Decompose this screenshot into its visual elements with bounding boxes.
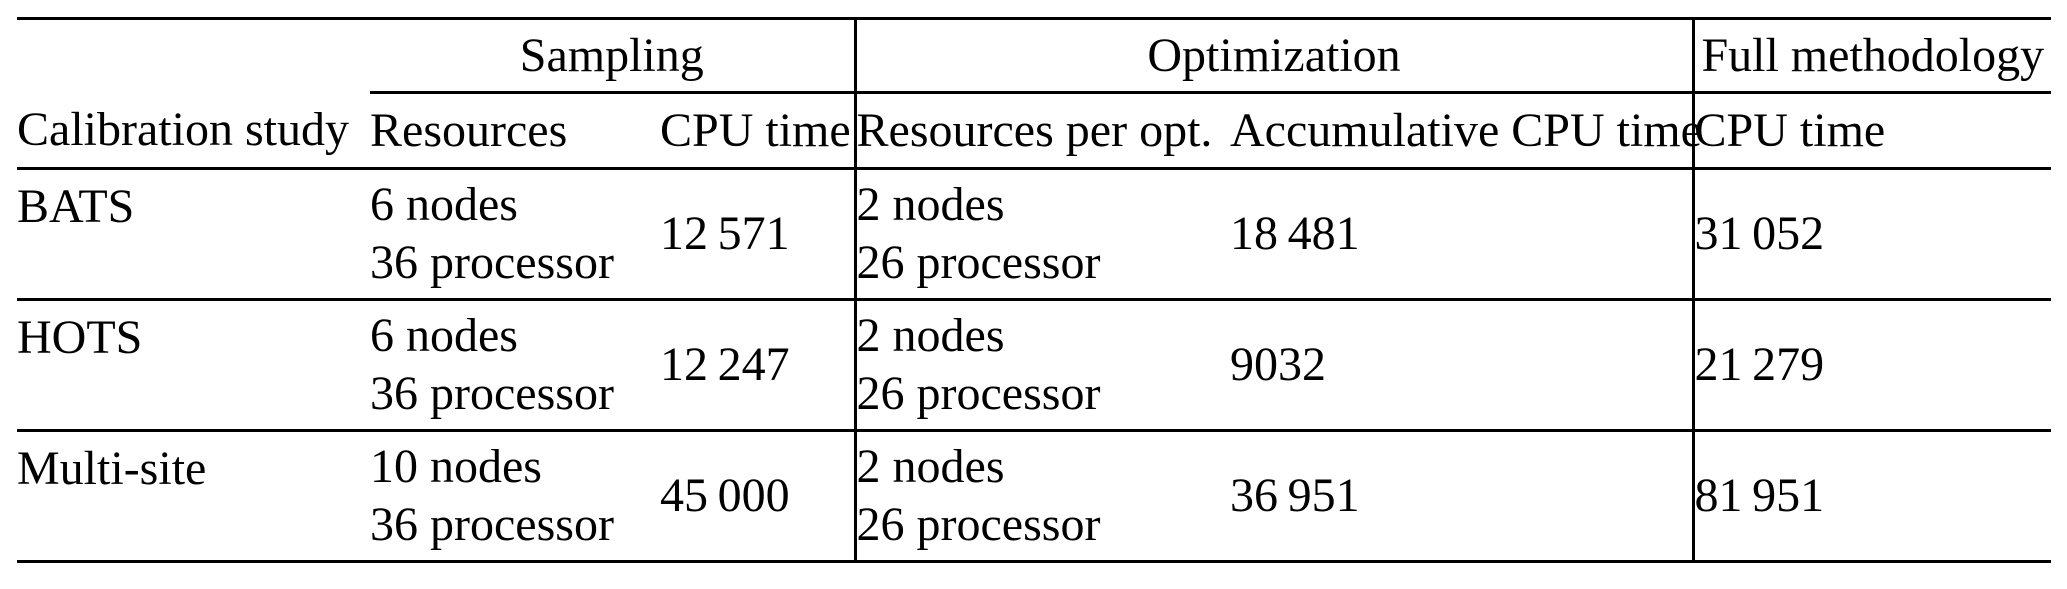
column-header-calibration-study: Calibration study (17, 92, 370, 170)
opt-resources-processors: 26 processor (856, 367, 1101, 420)
sampling-resources-cell: 6 nodes 36 processor (370, 299, 660, 432)
table-row-bats: BATS 6 nodes 36 processor 12 571 2 nodes… (17, 168, 2052, 301)
full-cpu-time-value: 31 052 (1693, 168, 2052, 301)
full-cpu-time-value: 21 279 (1693, 299, 2052, 432)
study-name: HOTS (17, 299, 370, 432)
table-row-multi-site: Multi-site 10 nodes 36 processor 45 000 … (17, 430, 2052, 563)
column-header-sampling-cpu-time: CPU time (660, 92, 857, 170)
sampling-resources-cell: 10 nodes 36 processor (370, 430, 660, 563)
sampling-cpu-time-value: 12 247 (660, 299, 857, 432)
study-name: Multi-site (17, 430, 370, 563)
column-group-sampling: Sampling (370, 18, 857, 94)
opt-cpu-time-value: 9032 (1230, 299, 1695, 432)
sampling-resources-nodes: 6 nodes (370, 309, 518, 362)
opt-resources-nodes: 2 nodes (856, 309, 1005, 362)
group-spacer-cell (17, 19, 370, 93)
sampling-resources-nodes: 10 nodes (370, 440, 542, 493)
column-header-sampling-resources: Resources (370, 92, 660, 170)
table-row-hots: HOTS 6 nodes 36 processor 12 247 2 nodes… (17, 299, 2052, 432)
opt-resources-nodes: 2 nodes (856, 440, 1005, 493)
opt-resources-cell: 2 nodes 26 processor (855, 299, 1231, 432)
column-group-row: Sampling Optimization Full methodology (17, 18, 2052, 94)
study-name: BATS (17, 168, 370, 301)
sampling-resources-nodes: 6 nodes (370, 178, 518, 231)
calibration-cost-table: Sampling Optimization Full methodology C… (17, 17, 2052, 563)
full-cpu-time-value: 81 951 (1693, 430, 2052, 563)
opt-resources-cell: 2 nodes 26 processor (855, 430, 1231, 563)
sampling-resources-cell: 6 nodes 36 processor (370, 168, 660, 301)
opt-cpu-time-value: 36 951 (1230, 430, 1695, 563)
column-group-full-methodology: Full methodology (1693, 18, 2052, 94)
column-header-opt-resources: Resources per opt. (855, 92, 1231, 170)
sampling-resources-processors: 36 processor (370, 367, 614, 420)
opt-resources-nodes: 2 nodes (856, 178, 1005, 231)
column-header-opt-cpu-time: Accumulative CPU time (1230, 92, 1702, 170)
sampling-resources-processors: 36 processor (370, 498, 614, 551)
sampling-cpu-time-value: 12 571 (660, 168, 857, 301)
opt-resources-cell: 2 nodes 26 processor (855, 168, 1231, 301)
paper-table-figure: Sampling Optimization Full methodology C… (17, 17, 2052, 563)
opt-cpu-time-value: 18 481 (1230, 168, 1695, 301)
opt-resources-processors: 26 processor (856, 498, 1101, 551)
column-group-optimization: Optimization (855, 18, 1695, 94)
sampling-resources-processors: 36 processor (370, 236, 614, 289)
opt-resources-processors: 26 processor (856, 236, 1101, 289)
column-header-full-cpu-time: CPU time (1693, 92, 2052, 170)
sampling-cpu-time-value: 45 000 (660, 430, 857, 563)
column-header-row: Calibration study Resources CPU time Res… (17, 92, 2052, 170)
